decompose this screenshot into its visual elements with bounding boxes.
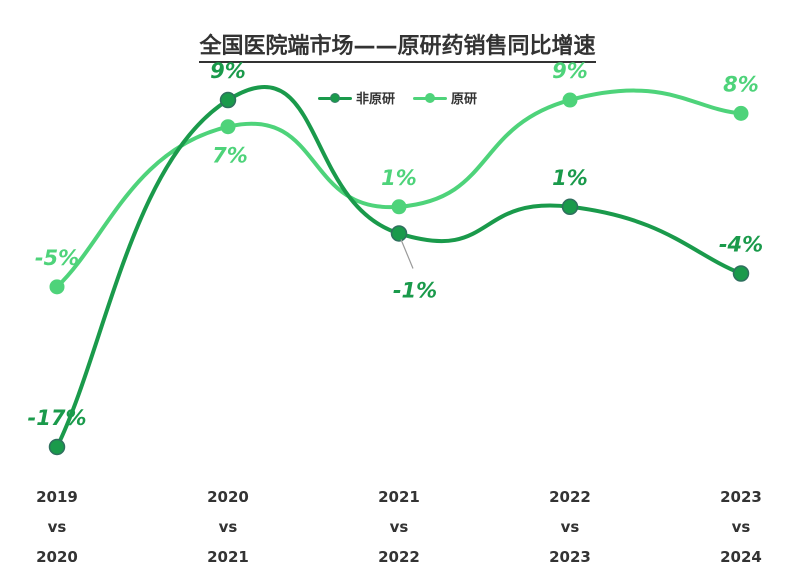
chart-title: 全国医院端市场——原研药销售同比增速 [0, 28, 795, 63]
data-point-s1-1 [220, 119, 236, 135]
data-point-s1-3 [562, 92, 578, 108]
legend-item-series-1[interactable]: 原研 [413, 88, 477, 107]
data-label-s0-2: -1% [393, 278, 437, 302]
x-tick-label-2-2: 2022 [378, 548, 420, 566]
x-tick-label-4-0: 2023 [720, 488, 762, 506]
legend-label-series-1: 原研 [451, 92, 478, 107]
chart-title-text: 全国医院端市场——原研药销售同比增速 [199, 34, 596, 63]
data-point-s0-0 [48, 438, 66, 456]
x-tick-label-1-1: vs [219, 518, 238, 536]
data-point-s0-3 [561, 198, 579, 216]
series-line-1 [55, 88, 743, 289]
x-tick-label-0-0: 2019 [36, 488, 78, 506]
legend-item-series-0[interactable]: 非原研 [317, 88, 395, 107]
x-tick-label-0-1: vs [48, 518, 67, 536]
x-tick-label-1-0: 2020 [207, 488, 249, 506]
data-label-s0-0: -17% [28, 406, 87, 430]
x-tick-label-3-1: vs [561, 518, 580, 536]
chart-legend: 非原研 原研 [0, 88, 795, 107]
legend-swatch-dot-0 [329, 92, 340, 103]
x-tick-label-4-2: 2024 [720, 548, 762, 566]
series-line-0 [55, 85, 743, 449]
data-point-s1-0 [49, 279, 65, 295]
data-label-s1-0: -5% [35, 246, 79, 270]
x-tick-label-1-2: 2021 [207, 548, 249, 566]
data-label-s0-4: -4% [719, 233, 763, 257]
leader-line-s0-2 [400, 239, 414, 269]
x-tick-label-0-2: 2020 [36, 548, 78, 566]
data-point-s0-4 [732, 265, 750, 282]
data-label-s0-3: 1% [552, 166, 588, 190]
x-tick-label-4-1: vs [732, 518, 751, 536]
data-label-s1-4: 8% [723, 72, 759, 96]
data-label-s0-1: 9% [210, 59, 246, 83]
legend-swatch-series-0 [317, 92, 352, 103]
x-tick-label-2-0: 2021 [378, 488, 420, 506]
x-tick-label-2-1: vs [390, 518, 409, 536]
x-tick-label-3-0: 2022 [549, 488, 591, 506]
legend-label-series-0: 非原研 [355, 92, 395, 107]
data-point-s0-1 [219, 91, 237, 109]
data-point-s0-2 [390, 225, 408, 242]
data-point-s1-2 [391, 199, 407, 215]
legend-swatch-series-1 [413, 92, 447, 103]
data-label-s1-3: 9% [552, 59, 588, 83]
data-point-s1-4 [733, 105, 749, 121]
legend-swatch-dot-1 [425, 92, 435, 103]
data-label-s1-2: 1% [381, 166, 417, 190]
x-tick-label-3-2: 2023 [549, 548, 591, 566]
data-label-s1-1: 7% [212, 144, 248, 168]
